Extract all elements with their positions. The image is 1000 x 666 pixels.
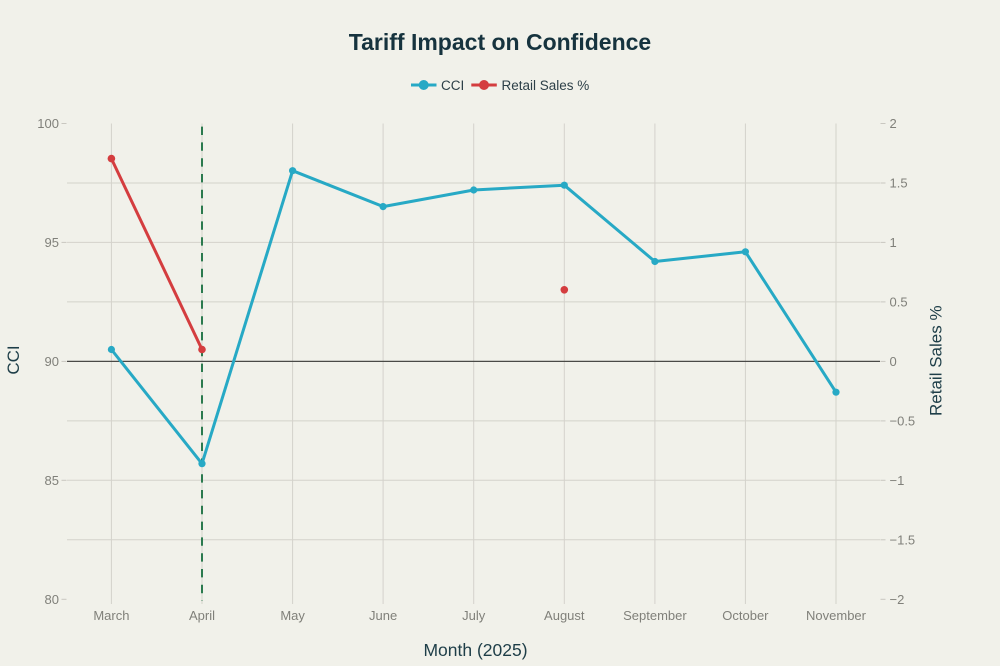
svg-text:June: June [369, 608, 397, 623]
svg-text:0.5: 0.5 [890, 294, 908, 309]
svg-text:80: 80 [45, 592, 59, 607]
svg-text:Tariff Impact on Confidence: Tariff Impact on Confidence [349, 29, 651, 55]
svg-text:September: September [623, 608, 687, 623]
svg-text:August: August [544, 608, 585, 623]
svg-text:−1: −1 [890, 473, 905, 488]
svg-text:Retail Sales %: Retail Sales % [502, 78, 590, 93]
svg-text:−1.5: −1.5 [890, 532, 916, 547]
svg-text:−2: −2 [890, 592, 905, 607]
svg-text:90: 90 [45, 354, 59, 369]
svg-text:November: November [806, 608, 867, 623]
svg-text:0: 0 [890, 354, 897, 369]
svg-text:April: April [189, 608, 215, 623]
svg-text:CCI: CCI [4, 345, 23, 374]
svg-text:100: 100 [37, 116, 59, 131]
svg-text:CCI: CCI [441, 78, 464, 93]
svg-text:Month (2025): Month (2025) [423, 640, 527, 660]
svg-text:85: 85 [45, 473, 59, 488]
svg-text:October: October [722, 608, 769, 623]
svg-text:1.5: 1.5 [890, 176, 908, 191]
svg-text:Retail Sales %: Retail Sales % [927, 305, 946, 416]
svg-text:1: 1 [890, 235, 897, 250]
svg-text:March: March [93, 608, 129, 623]
svg-text:May: May [280, 608, 305, 623]
svg-text:−0.5: −0.5 [890, 413, 916, 428]
svg-text:95: 95 [45, 235, 59, 250]
svg-text:2: 2 [890, 116, 897, 131]
svg-text:July: July [462, 608, 486, 623]
